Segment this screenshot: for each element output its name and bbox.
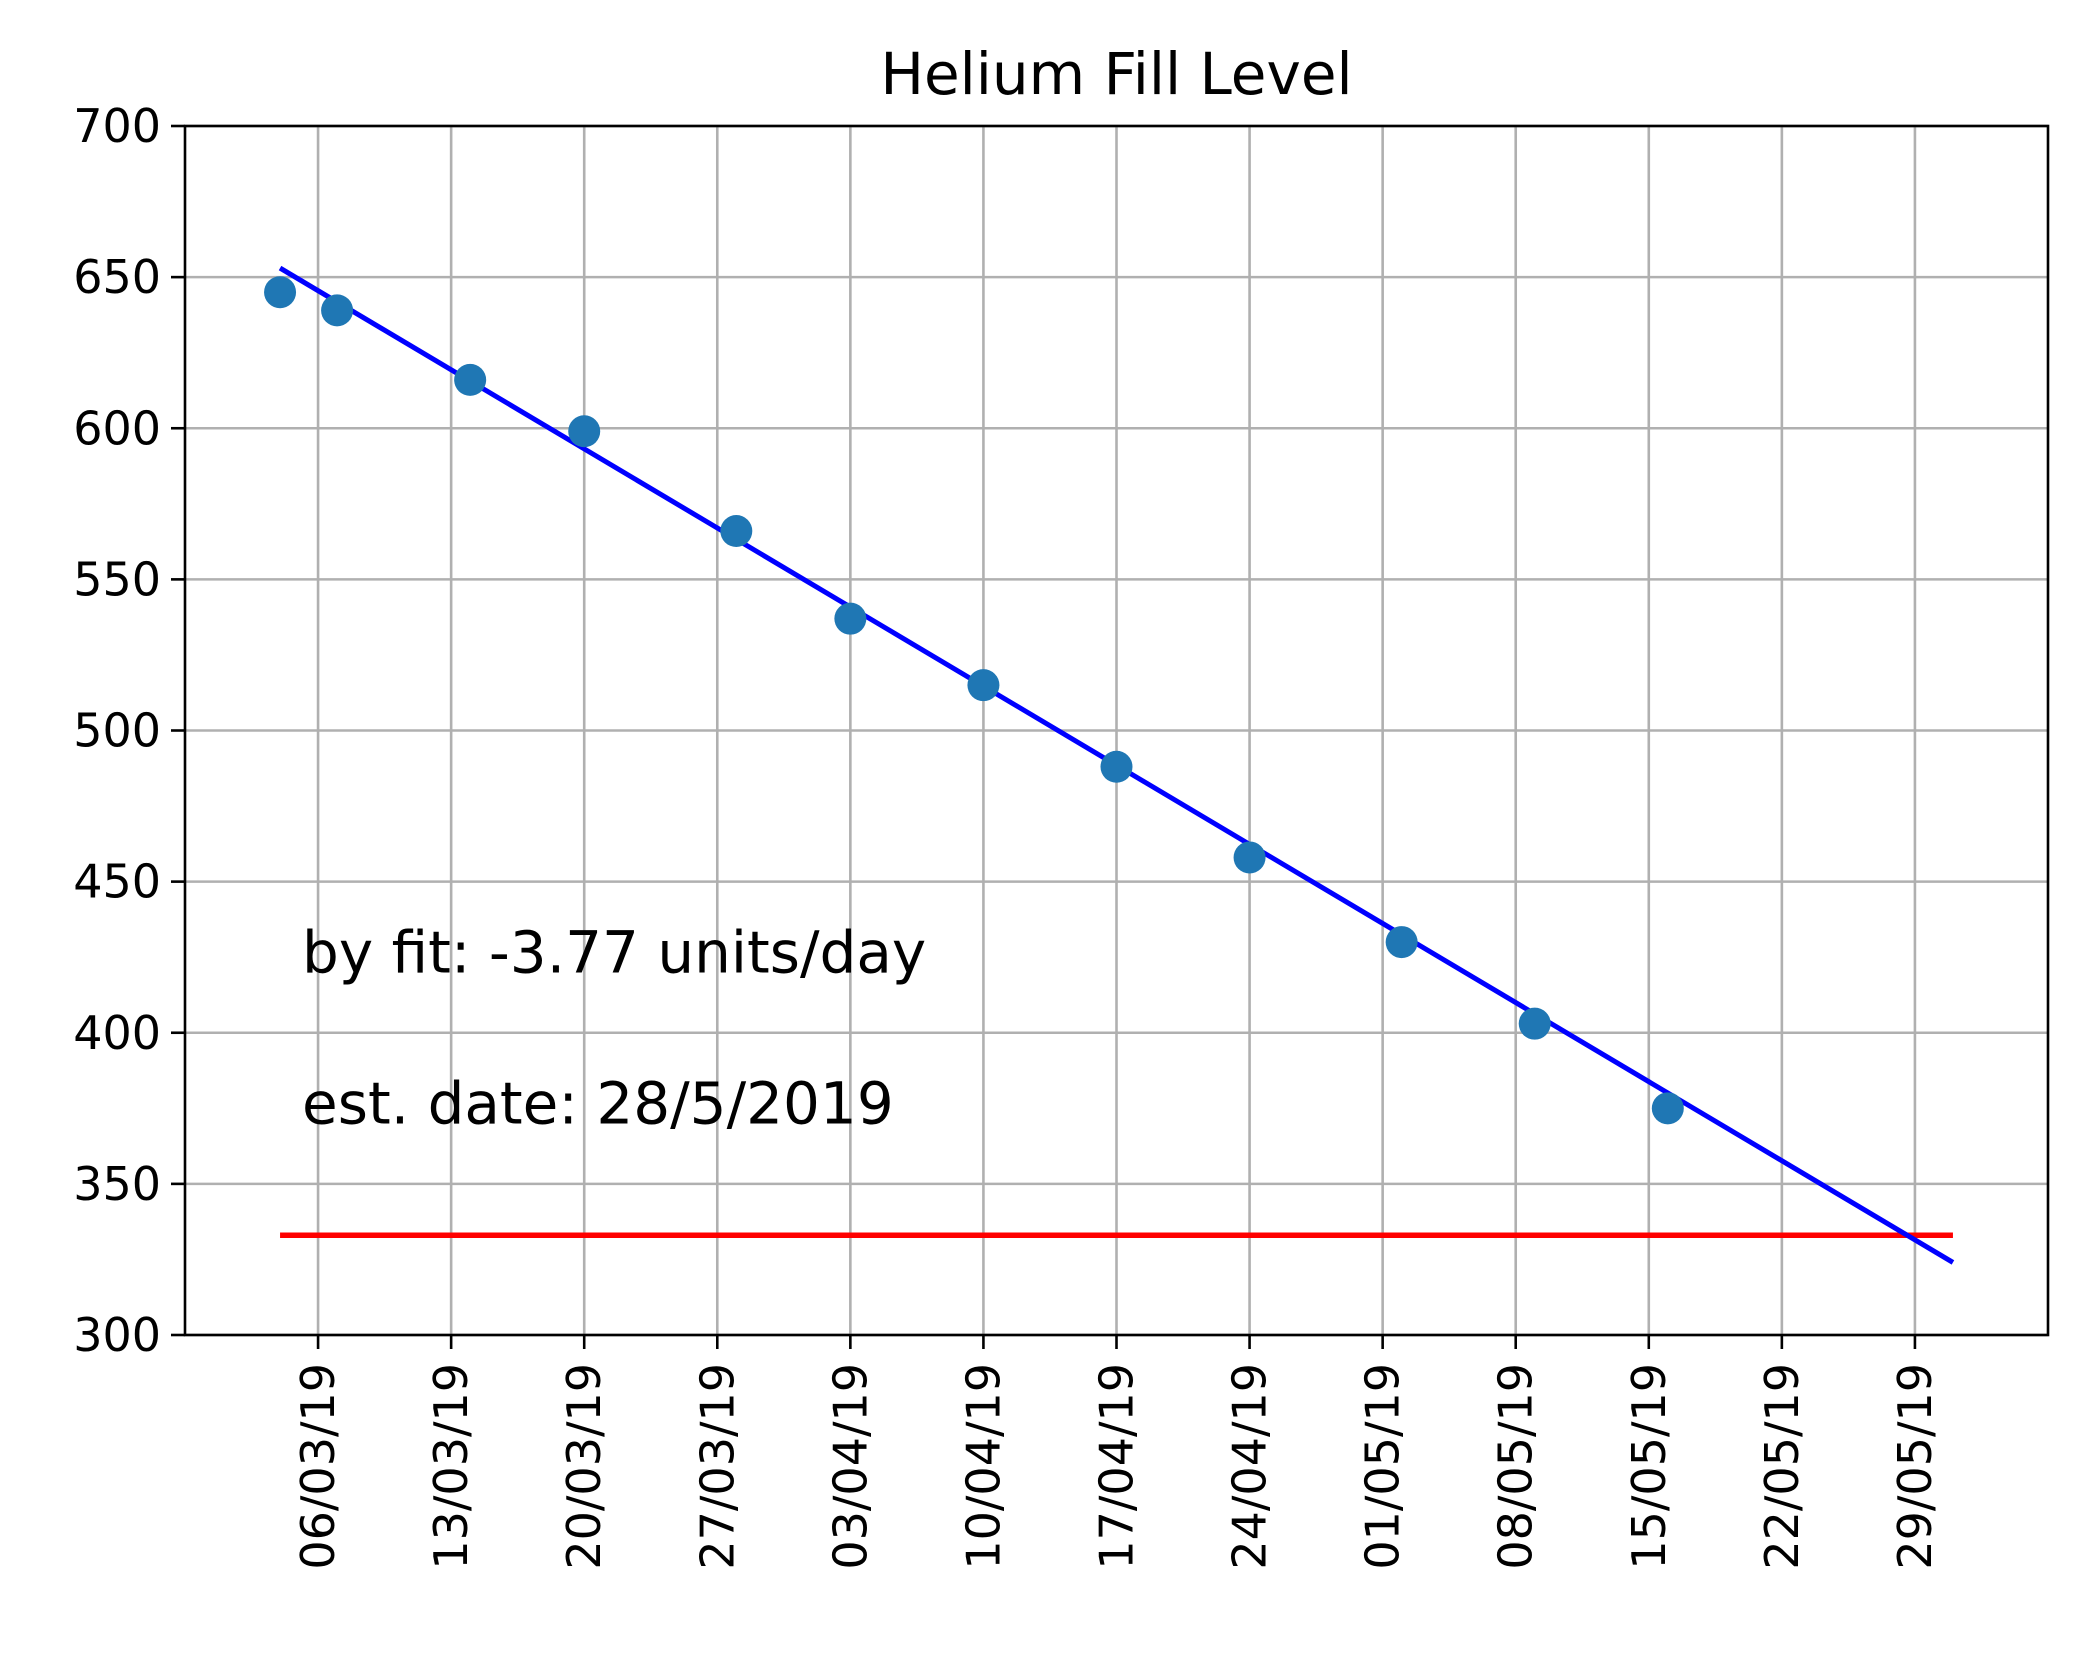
scatter-point [720, 515, 753, 548]
y-tick-label: 650 [73, 250, 161, 304]
x-tick-label: 20/03/19 [557, 1363, 611, 1570]
scatter-point [1385, 926, 1418, 959]
scatter-point [1100, 750, 1133, 783]
scatter-point [321, 294, 354, 327]
y-tick-label: 550 [73, 552, 161, 606]
x-tick-label: 01/05/19 [1356, 1363, 1410, 1570]
x-tick-label: 13/03/19 [424, 1363, 478, 1570]
scatter-point [568, 415, 601, 448]
x-tick-label: 29/05/19 [1888, 1363, 1942, 1570]
scatter-point [264, 276, 297, 309]
x-tick-label: 10/04/19 [956, 1363, 1010, 1570]
axis-ticks: 06/03/19 13/03/19 20/03/19 27/03/19 03/04/19… [73, 99, 1942, 1570]
y-tick-label: 350 [73, 1157, 161, 1211]
annotations: by fit: -3.77 units/day est. date: 28/5/2… [302, 918, 926, 1137]
y-tick-label: 500 [73, 704, 161, 758]
x-tick-label: 27/03/19 [690, 1363, 744, 1570]
scatter-point [1233, 841, 1266, 874]
x-tick-label: 03/04/19 [823, 1363, 877, 1570]
y-tick-label: 300 [73, 1308, 161, 1362]
annotation-text: by fit: -3.77 units/day [302, 918, 926, 986]
x-tick-label: 17/04/19 [1090, 1363, 1144, 1570]
scatter-point [967, 669, 1000, 702]
y-tick-label: 400 [73, 1006, 161, 1060]
scatter-point [1518, 1007, 1551, 1040]
y-tick-label: 450 [73, 855, 161, 909]
scatter-point [834, 602, 867, 635]
x-tick-label: 06/03/19 [291, 1363, 345, 1570]
scatter-point [454, 363, 487, 396]
plot-series [264, 265, 1955, 1265]
x-tick-label: 22/05/19 [1755, 1363, 1809, 1570]
y-tick-label: 700 [73, 99, 161, 153]
chart-title: Helium Fill Level [880, 40, 1352, 108]
scatter-point [1651, 1092, 1684, 1125]
annotation-text: est. date: 28/5/2019 [302, 1069, 894, 1137]
x-tick-label: 24/04/19 [1223, 1363, 1277, 1570]
x-tick-label: 15/05/19 [1622, 1363, 1676, 1570]
x-tick-label: 08/05/19 [1489, 1363, 1543, 1570]
y-tick-label: 600 [73, 401, 161, 455]
